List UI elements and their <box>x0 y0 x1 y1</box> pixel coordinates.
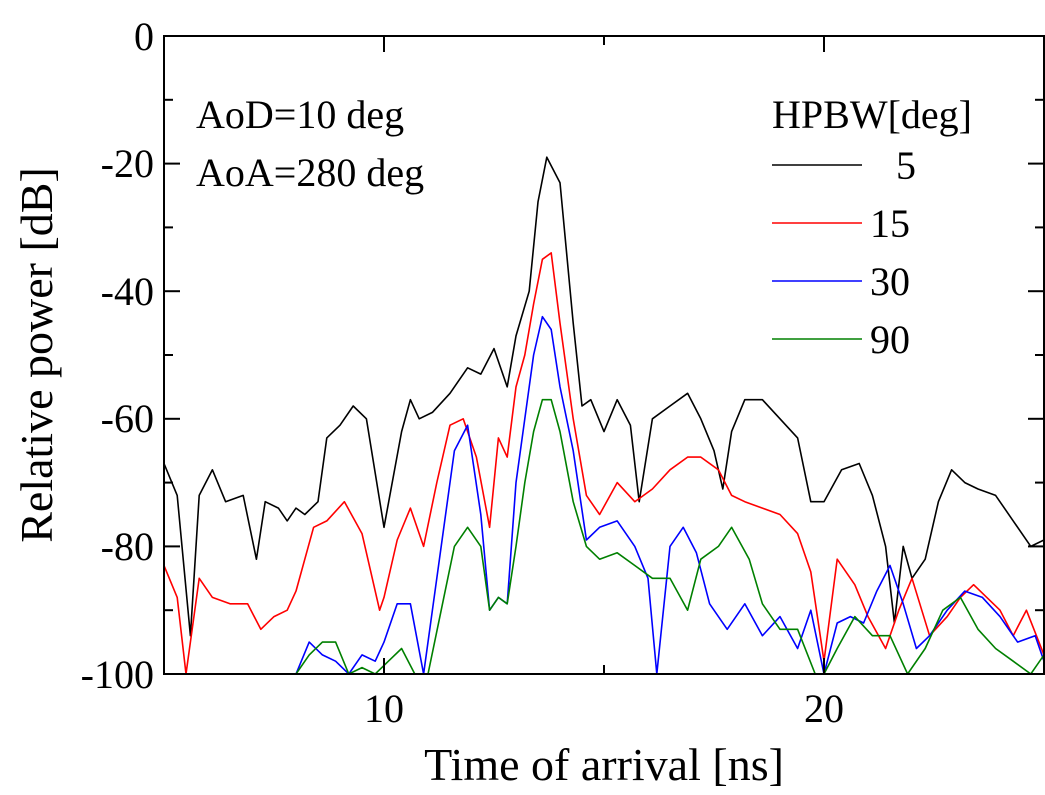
x-axis-label: Time of arrival [ns] <box>424 739 784 790</box>
legend-label-30: 30 <box>870 259 910 304</box>
legend-label-90: 90 <box>870 317 910 362</box>
y-axis-label: Relative power [dB] <box>11 167 62 543</box>
legend-label-5: 5 <box>896 143 916 188</box>
y-tick-label: -100 <box>81 652 154 697</box>
x-tick-label: 10 <box>364 686 404 731</box>
x-tick-label: 20 <box>804 686 844 731</box>
series-layer <box>164 156 1044 674</box>
legend-label-15: 15 <box>870 201 910 246</box>
series-line-90 <box>295 398 1044 674</box>
tick-layer <box>163 35 1045 675</box>
series-line-30 <box>295 315 1044 674</box>
y-tick-label: -40 <box>101 269 154 314</box>
y-tick-label: 0 <box>134 14 154 59</box>
legend: HPBW[deg] 5 15 30 90 <box>772 92 972 362</box>
annotation-aoa: AoA=280 deg <box>196 150 424 195</box>
legend-title: HPBW[deg] <box>772 92 972 137</box>
series-line-15 <box>164 252 1044 674</box>
series-line-5 <box>164 156 1044 637</box>
y-tick-label: -80 <box>101 524 154 569</box>
y-tick-label: -60 <box>101 396 154 441</box>
annotation-aod: AoD=10 deg <box>196 92 404 137</box>
y-tick-label: -20 <box>101 141 154 186</box>
